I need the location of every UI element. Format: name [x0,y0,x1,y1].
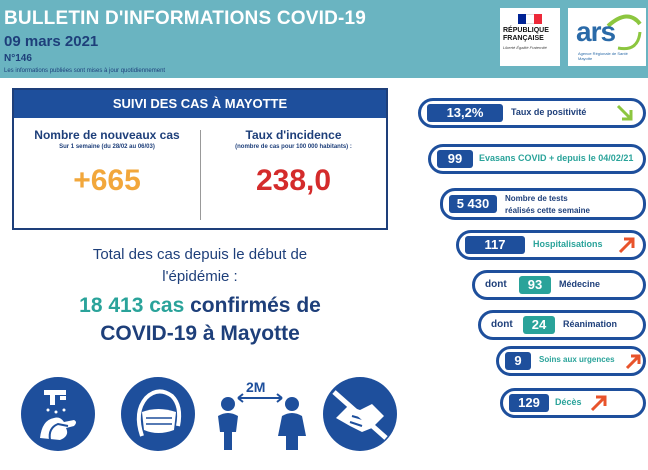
indicator-urgences: 9 Soins aux urgences [496,346,646,376]
urgences-value: 9 [505,352,531,370]
french-flag-icon [518,14,542,24]
ars-logo: ars Agence Régionale de Santé Mayotte [568,8,646,66]
ars-wordmark: ars [576,16,616,47]
urgences-label: Soins aux urgences [539,355,615,364]
trend-up-arrow-icon [625,354,641,370]
medecine-prefix: dont [485,279,507,290]
medecine-value: 93 [519,276,551,294]
hospitalisations-label: Hospitalisations [533,239,603,249]
new-cases-value: +665 [73,164,141,197]
republique-francaise-logo: RÉPUBLIQUE FRANÇAISE Liberté Égalité Fra… [500,8,560,66]
republique-motto: Liberté Égalité Fraternité [503,45,547,50]
evasans-value: 99 [437,150,473,168]
handwashing-icon [21,377,95,451]
republique-line2: FRANÇAISE [503,35,544,42]
new-cases-period: Sur 1 semaine (du 28/02 au 06/03) [59,144,155,150]
incidence-value: 238,0 [255,164,332,197]
ars-swoosh-icon [606,14,642,51]
indicator-positivity: 13,2% Taux de positivité [418,98,646,128]
total-line4: COVID-19 à Mayotte [100,322,300,345]
indicator-evasans: 99 Evasans COVID + depuis le 04/02/21 [428,144,646,174]
update-note: Les informations publiées sont mises à j… [4,68,166,74]
no-handshake-icon [323,377,397,451]
incidence-title: Taux d'incidence [245,128,342,142]
indicator-tests: 5 430 Nombre de tests réalisés cette sem… [440,188,646,220]
ars-subtitle: Agence Régionale de Santé Mayotte [578,51,628,61]
incidence-sub: (nombre de cas pour 100 000 habitants) : [235,144,352,150]
trend-up-arrow-icon [618,237,635,254]
trend-down-arrow-icon [616,104,633,121]
indicator-hospitalisations: 117 Hospitalisations [456,230,646,260]
evasans-label: Evasans COVID + depuis le 04/02/21 [479,153,634,163]
deces-label: Décès [555,397,582,407]
total-intro: Total des cas depuis le début de l'épidé… [12,244,388,288]
divider [200,130,201,220]
distancing-icon: 2M [218,379,306,450]
reanimation-value: 24 [523,316,555,334]
tests-label-line2: réalisés cette semaine [505,206,590,215]
total-line1: Total des cas depuis le début de [92,246,308,263]
reanimation-prefix: dont [491,319,513,330]
positivity-value: 13,2% [427,104,503,122]
total-cases-number: 18 413 cas [79,294,185,317]
republique-line1: RÉPUBLIQUE [503,27,549,34]
suivi-cas-panel: SUIVI DES CAS À MAYOTTE Nombre de nouvea… [12,88,388,230]
tests-value: 5 430 [449,195,497,213]
indicator-reanimation: dont 24 Réanimation [478,310,646,340]
total-cases: 18 413 cas confirmés de COVID-19 à Mayot… [12,292,388,348]
mask-icon [121,377,195,451]
bulletin-number: N°146 [4,53,32,64]
total-cases-rest: confirmés de [184,294,321,317]
positivity-label: Taux de positivité [511,107,587,117]
header-banner: BULLETIN D'INFORMATIONS COVID-19 09 mars… [0,0,648,78]
total-line2: l'épidémie : [162,268,238,285]
bulletin-title: BULLETIN D'INFORMATIONS COVID-19 [4,8,367,29]
tests-label-line1: Nombre de tests [505,194,568,203]
distance-label: 2M [246,379,265,395]
reanimation-label: Réanimation [563,319,618,329]
bulletin-date: 09 mars 2021 [4,33,99,50]
new-cases-title: Nombre de nouveaux cas [34,128,180,142]
incidence-block: Taux d'incidence (nombre de cas pour 100… [201,120,386,198]
suivi-heading: SUIVI DES CAS À MAYOTTE [14,90,386,118]
indicator-deces: 129 Décès [500,388,646,418]
deces-value: 129 [509,394,549,412]
indicator-medecine: dont 93 Médecine [472,270,646,300]
medecine-label: Médecine [559,279,601,289]
new-cases-block: Nombre de nouveaux cas Sur 1 semaine (du… [14,120,200,198]
trend-up-arrow-icon [590,395,607,412]
hospitalisations-value: 117 [465,236,525,254]
